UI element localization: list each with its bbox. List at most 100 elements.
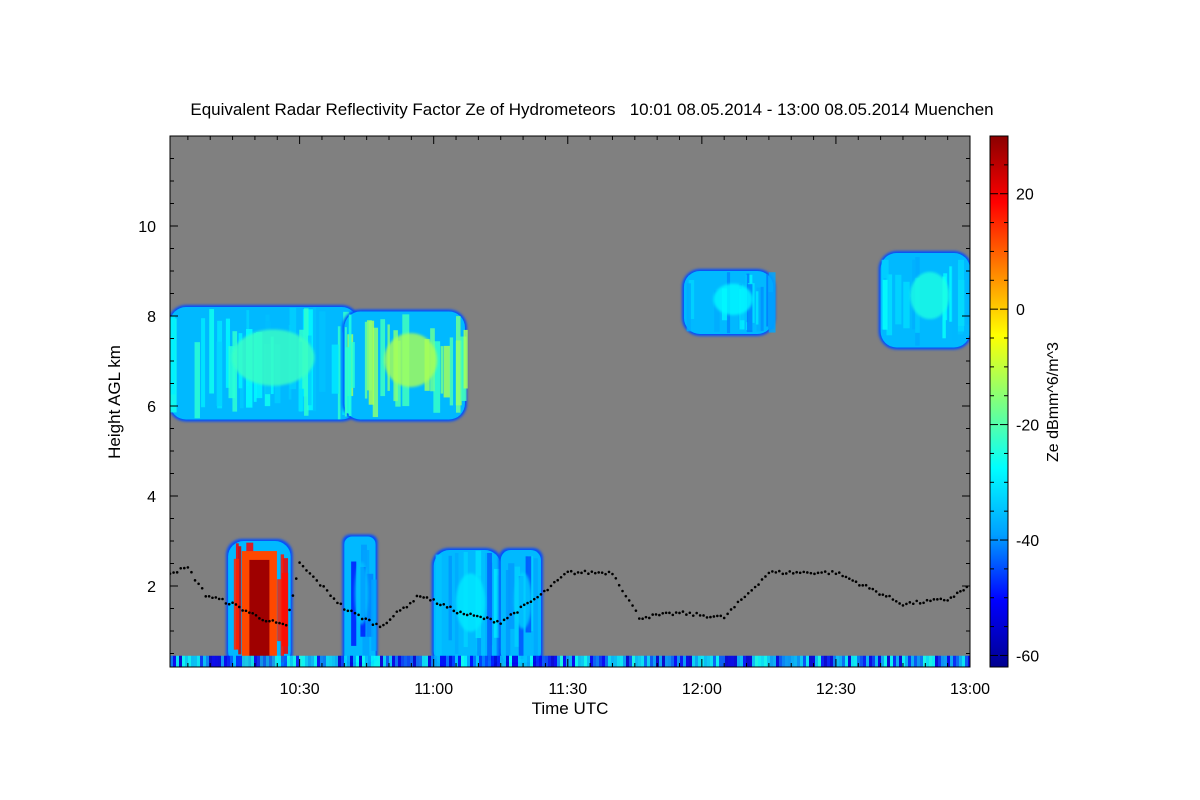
- cloud-base-point: [322, 585, 325, 588]
- colorbar-tick-label: 20: [1016, 187, 1034, 204]
- cloud-base-point: [641, 617, 644, 621]
- x-tick-label: 10:30: [280, 681, 320, 698]
- cloud-base-point: [681, 610, 685, 613]
- cloud-base-point: [479, 615, 482, 619]
- colorbar-tick-label: -20: [1016, 418, 1039, 435]
- cloud-base-point: [911, 602, 915, 606]
- cloud-base-point: [722, 616, 726, 620]
- cloud-base-point: [398, 609, 402, 612]
- cloud-base-point: [905, 602, 908, 606]
- x-tick-label: 11:30: [548, 681, 587, 698]
- cloud-base-point: [315, 579, 319, 582]
- y-axis: 2 4 6 8 10: [138, 158, 970, 654]
- cloud-base-point: [691, 614, 695, 617]
- cloud-base-point: [395, 610, 399, 613]
- cloud-base-point: [820, 571, 823, 574]
- cloud-base-point: [339, 602, 343, 606]
- cloud-base-point: [412, 599, 415, 603]
- cloud-base-point: [357, 613, 360, 617]
- cloud-base-point: [284, 623, 288, 627]
- cloud-base-point: [200, 586, 204, 590]
- cloud-base-point: [435, 602, 439, 606]
- cloud-base-point: [291, 594, 295, 597]
- cloud-base-point: [719, 614, 723, 618]
- cloud-low-cloud-2: [431, 548, 504, 667]
- cloud-base-point: [346, 609, 350, 613]
- cloud-base-point: [802, 570, 806, 574]
- cloud-base-point: [614, 576, 618, 580]
- cloud-base-point: [651, 613, 654, 616]
- x-tick-label: 13:00: [950, 681, 990, 698]
- y-tick-label: 8: [147, 309, 156, 326]
- cloud-base-point: [946, 599, 949, 602]
- cloud-base-point: [702, 614, 705, 617]
- cloud-base-point: [318, 584, 322, 587]
- cloud-base-point: [183, 566, 186, 570]
- cloud-base-point: [774, 571, 778, 574]
- cloud-base-point: [227, 602, 231, 606]
- cloud-base-point: [244, 609, 248, 613]
- cloud-base-point: [716, 614, 719, 618]
- cloud-base-point: [952, 595, 956, 598]
- cloud-base-point: [261, 618, 265, 622]
- cloud-low-cloud-1: [342, 534, 378, 665]
- cloud-base-point: [788, 570, 792, 573]
- cloud-base-point: [336, 601, 339, 605]
- cloud-base-point: [580, 571, 583, 575]
- cloud-base-point: [496, 619, 499, 623]
- reflectivity-field: [170, 251, 970, 667]
- cloud-base-point: [482, 617, 486, 621]
- cloud-base-point: [350, 609, 353, 613]
- cloud-base-point: [908, 601, 912, 604]
- cloud-base-point: [332, 597, 336, 600]
- cloud-base-point: [929, 599, 932, 603]
- cloud-base-point: [871, 587, 875, 591]
- cloud-base-point: [543, 589, 546, 593]
- cloud-base-point: [475, 614, 479, 618]
- cloud-base-point: [962, 588, 965, 592]
- cloud-base-point: [278, 621, 281, 625]
- colorbar-tick-label: -40: [1016, 533, 1039, 550]
- cloud-base-point: [637, 617, 641, 620]
- cloud-base-point: [784, 572, 788, 575]
- cloud-base-point: [254, 613, 258, 617]
- cloud-base-point: [611, 572, 614, 576]
- cloud-base-point: [469, 612, 472, 616]
- cloud-base-point: [795, 570, 798, 574]
- cloud-base-point: [217, 597, 221, 601]
- cloud-base-point: [455, 611, 459, 615]
- cloud-base-point: [556, 578, 560, 582]
- cloud-base-point: [884, 595, 888, 598]
- cloud-base-point: [736, 600, 740, 604]
- cloud-base-point: [360, 617, 364, 621]
- cloud-base-point: [175, 571, 179, 574]
- cloud-base-point: [901, 604, 905, 607]
- cloud-base-point: [816, 571, 820, 575]
- cloud-base-point: [221, 597, 224, 601]
- cloud-base-point: [172, 571, 175, 574]
- cloud-base-point: [685, 613, 688, 616]
- cloud-base-point: [422, 596, 425, 599]
- cloud-base-point: [529, 600, 533, 604]
- cloud-base-point: [197, 582, 200, 586]
- cloud-base-point: [452, 609, 456, 613]
- cloud-base-point: [298, 561, 301, 564]
- cloud-base-point: [834, 572, 838, 576]
- cloud-base-point: [674, 611, 678, 614]
- cloud-base-point: [733, 605, 736, 609]
- cloud-base-point: [492, 620, 496, 624]
- cloud-base-point: [536, 595, 539, 599]
- cloud-base-point: [949, 596, 953, 599]
- cloud-base-point: [375, 622, 378, 626]
- cloud-base-point: [408, 601, 412, 605]
- cloud-base-point: [760, 578, 764, 581]
- cloud-base-point: [939, 597, 943, 601]
- colorbar-axis: -60 -40 -20 0 20: [990, 135, 1039, 665]
- cloud-base-point: [648, 616, 651, 620]
- cloud-base-point: [288, 608, 291, 612]
- cloud-base-point: [442, 602, 446, 606]
- cloud-base-point: [405, 605, 409, 609]
- cloud-base-point: [668, 611, 671, 615]
- y-axis-label: Height AGL km: [105, 345, 124, 459]
- cloud-base-point: [204, 595, 208, 598]
